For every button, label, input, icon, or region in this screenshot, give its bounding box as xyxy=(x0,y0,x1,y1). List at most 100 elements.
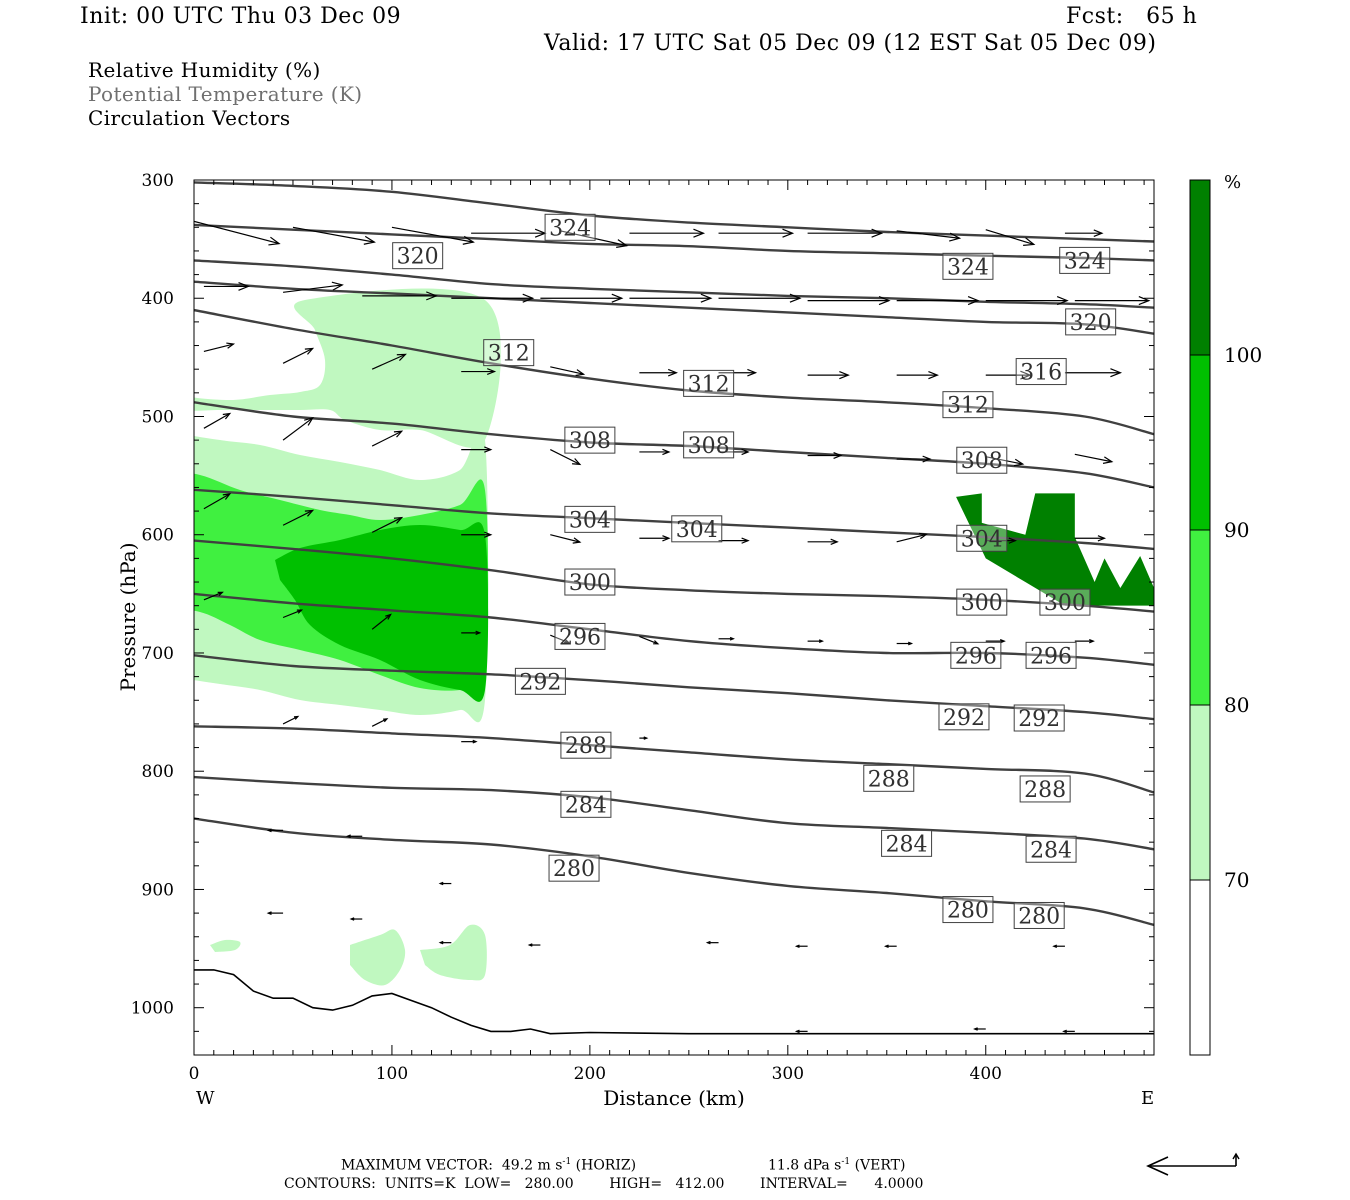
contour-label-text: 280 xyxy=(1018,904,1060,929)
x-tick-label: 100 xyxy=(376,1064,408,1084)
vector-head xyxy=(928,370,939,380)
contour-label: 300 xyxy=(564,568,616,596)
vector-arrow xyxy=(266,911,284,915)
contour-label-box xyxy=(1013,704,1065,732)
contour-label-text: 284 xyxy=(886,832,928,857)
vector-shaft xyxy=(282,609,302,619)
vector-head xyxy=(1110,368,1123,378)
vector-arrow xyxy=(896,532,928,543)
vector-head xyxy=(1023,237,1036,246)
vector-arrow xyxy=(807,228,884,238)
colorbar-label: 100 xyxy=(1224,343,1262,367)
vector-head xyxy=(522,293,535,303)
vector-arrow xyxy=(461,531,493,538)
contour-label-text: 288 xyxy=(565,734,607,759)
contour-label-text: 296 xyxy=(1030,644,1072,669)
contour-label: 308 xyxy=(683,431,735,459)
vector-shaft xyxy=(371,718,388,727)
vector-shaft xyxy=(194,220,280,245)
contour-label-box xyxy=(1059,246,1111,274)
theta-contour-288 xyxy=(194,725,1154,794)
vector-arrow xyxy=(985,370,1032,380)
contour-label-text: 320 xyxy=(1070,311,1112,336)
vector-head xyxy=(222,412,232,420)
colorbar-segment xyxy=(1189,354,1211,531)
vector-arrow xyxy=(203,281,250,291)
west-label: W xyxy=(196,1088,215,1109)
contour-label: 320 xyxy=(1065,308,1117,336)
vector-arrow xyxy=(349,917,363,921)
vector-head xyxy=(611,293,624,303)
colorbar-segment xyxy=(1189,179,1211,356)
vector-arrow xyxy=(896,296,980,306)
contour-label: 288 xyxy=(560,731,612,759)
vector-arrow xyxy=(639,736,649,740)
y-tick-label: 800 xyxy=(142,762,174,782)
contour-label-box xyxy=(938,703,990,731)
contour-label-box xyxy=(671,515,723,543)
vector-head xyxy=(973,1027,978,1031)
vector-shaft xyxy=(282,715,299,725)
vector-arrow xyxy=(471,228,547,238)
contour-label: 288 xyxy=(1019,775,1071,803)
vector-arrow xyxy=(203,493,232,510)
vector-head xyxy=(794,944,800,948)
theta-contour-312 xyxy=(194,308,1154,436)
contour-label: 300 xyxy=(1039,588,1091,616)
contour-label: 284 xyxy=(1025,835,1077,863)
vector-arrow xyxy=(282,715,300,725)
vector-head xyxy=(226,342,236,349)
vector-head xyxy=(705,940,711,945)
vector-arrow xyxy=(1064,368,1123,378)
contour-label: 284 xyxy=(560,790,612,818)
vector-head xyxy=(662,448,671,456)
contour-label-text: 284 xyxy=(1030,838,1072,863)
vector-shaft xyxy=(550,634,570,644)
contour-label: 304 xyxy=(956,524,1008,552)
vector-head xyxy=(789,293,802,303)
vector-shaft xyxy=(550,534,581,543)
contour-label: 280 xyxy=(1013,901,1065,929)
vector-arrow xyxy=(807,296,891,306)
contour-label-box xyxy=(1025,641,1077,669)
contour-label: 292 xyxy=(1013,704,1065,732)
vector-arrow xyxy=(718,537,750,544)
vector-head xyxy=(949,232,962,242)
vector-head xyxy=(484,446,493,453)
contour-label-box xyxy=(1013,901,1065,929)
contour-label-box xyxy=(564,505,616,533)
vector-shaft xyxy=(560,230,627,247)
vector-arrow xyxy=(807,370,850,380)
contour-label-text: 296 xyxy=(559,625,601,650)
contour-label: 304 xyxy=(564,505,616,533)
vector-head xyxy=(741,537,750,544)
contour-label-box xyxy=(1065,308,1117,336)
contour-label: 296 xyxy=(1025,641,1077,669)
contour-label-text: 304 xyxy=(961,527,1003,552)
contour-label-box xyxy=(548,854,600,882)
contour-label-box xyxy=(564,568,616,596)
circulation-vectors xyxy=(194,220,1151,1034)
colorbar-segment xyxy=(1189,879,1211,1056)
contour-label: 324 xyxy=(544,213,596,241)
rh-100-region xyxy=(956,493,1154,606)
vector-head xyxy=(741,448,750,456)
theta-contour-280 xyxy=(194,817,1154,927)
vector-shaft xyxy=(203,412,231,429)
vector-head xyxy=(653,640,660,645)
vector-arrow xyxy=(985,537,1017,544)
contour-label-text: 308 xyxy=(569,429,611,454)
vector-arrow xyxy=(705,940,719,945)
contour-label-text: 284 xyxy=(565,793,607,818)
vector-arrow xyxy=(1062,1029,1075,1034)
contour-label-text: 316 xyxy=(1020,361,1062,386)
vector-arrow xyxy=(194,220,281,246)
theta-contour-296 xyxy=(194,592,1154,666)
vector-head xyxy=(266,911,272,915)
vector-arrow xyxy=(391,226,475,245)
vector-arrow xyxy=(794,944,808,948)
vector-arrow xyxy=(282,609,304,619)
contour-label: 308 xyxy=(956,446,1008,474)
vector-arrow xyxy=(639,535,671,542)
